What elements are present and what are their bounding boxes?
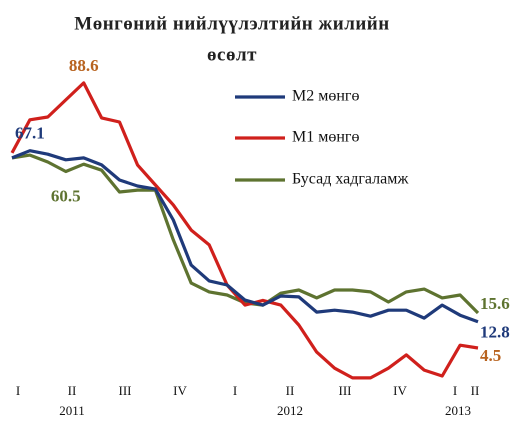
x-tick-label: III	[339, 383, 352, 398]
chart-title: Мөнгөний нийлүүлэлтийн жилийн	[74, 13, 389, 34]
legend-label: М1 мөнгө	[292, 129, 359, 146]
x-tick-label: IV	[393, 383, 407, 398]
data-label: 4.5	[480, 346, 501, 365]
series-line	[10, 81, 479, 380]
x-tick-label: II	[286, 383, 295, 398]
data-label: 15.6	[480, 294, 510, 313]
x-tick-label: I	[16, 383, 20, 398]
year-label: 2013	[445, 403, 471, 418]
x-tick-label: I	[453, 383, 457, 398]
data-label: 12.8	[480, 323, 510, 342]
x-tick-label: II	[471, 383, 480, 398]
legend-label: Бусад хадгаламж	[292, 171, 409, 188]
x-tick-label: III	[119, 383, 132, 398]
data-label: 60.5	[51, 186, 81, 205]
x-tick-label: IV	[173, 383, 187, 398]
x-tick-label: II	[68, 383, 77, 398]
x-tick-label: I	[233, 383, 237, 398]
legend-label: М2 мөнгө	[292, 88, 359, 105]
series-line	[11, 149, 479, 324]
year-label: 2011	[59, 403, 85, 418]
year-label: 2012	[277, 403, 303, 418]
data-label: 67.1	[15, 124, 45, 143]
data-label: 88.6	[69, 56, 99, 75]
chart-title: өсөлт	[207, 44, 257, 65]
